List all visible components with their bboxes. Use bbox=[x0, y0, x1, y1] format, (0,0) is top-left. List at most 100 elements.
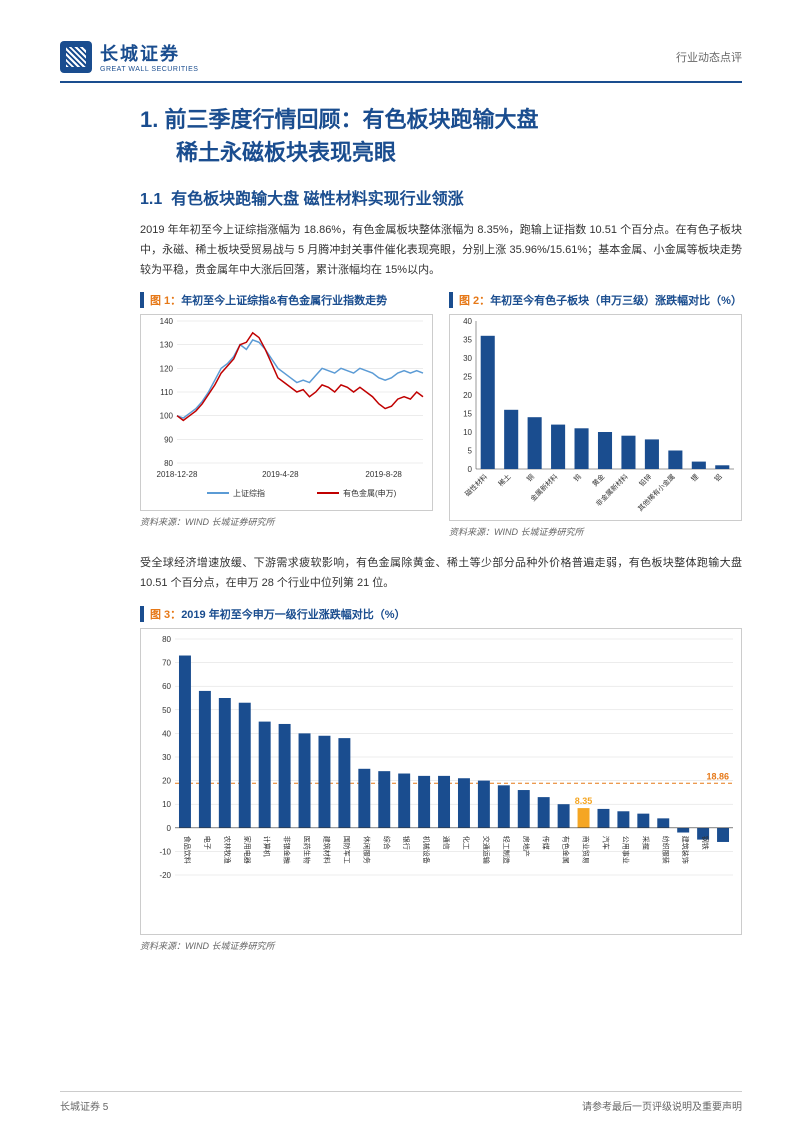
title-line-2: 稀土永磁板块表现亮眼 bbox=[176, 140, 396, 165]
svg-text:100: 100 bbox=[160, 412, 174, 421]
svg-text:20: 20 bbox=[162, 777, 171, 786]
svg-text:纺织服装: 纺织服装 bbox=[661, 836, 670, 864]
svg-text:建筑材料: 建筑材料 bbox=[322, 836, 331, 864]
svg-text:食品饮料: 食品饮料 bbox=[183, 836, 192, 864]
svg-text:综合: 综合 bbox=[382, 836, 391, 850]
svg-text:交通运输: 交通运输 bbox=[482, 836, 491, 864]
svg-text:5: 5 bbox=[468, 447, 473, 456]
svg-text:50: 50 bbox=[162, 706, 171, 715]
svg-text:房地产: 房地产 bbox=[522, 836, 531, 857]
svg-text:采掘: 采掘 bbox=[641, 836, 650, 850]
company-name-cn: 长城证券 bbox=[100, 40, 198, 66]
svg-text:非银金融: 非银金融 bbox=[283, 836, 292, 864]
chart-1-source: 资料来源：WIND 长城证券研究所 bbox=[140, 515, 433, 528]
svg-text:国防军工: 国防军工 bbox=[342, 836, 351, 864]
title-line-1: 前三季度行情回顾：有色板块跑输大盘 bbox=[164, 107, 538, 132]
svg-text:70: 70 bbox=[162, 659, 171, 668]
svg-text:2018-12-28: 2018-12-28 bbox=[157, 470, 198, 479]
chart-2-canvas: 0510152025303540磁性材料稀土铜金属新材料钨黄金非金属新材料铅锌其… bbox=[449, 314, 742, 521]
svg-text:0: 0 bbox=[167, 824, 172, 833]
svg-text:120: 120 bbox=[160, 365, 174, 374]
svg-text:公用事业: 公用事业 bbox=[621, 836, 630, 864]
svg-text:上证综指: 上证综指 bbox=[233, 488, 265, 498]
svg-text:有色金属(申万): 有色金属(申万) bbox=[343, 488, 397, 498]
svg-text:电子: 电子 bbox=[203, 836, 212, 850]
section-number: 1. bbox=[140, 107, 158, 132]
svg-text:化工: 化工 bbox=[462, 836, 471, 850]
company-name-en: GREAT WALL SECURITIES bbox=[100, 66, 198, 73]
paragraph-1: 2019 年年初至今上证综指涨幅为 18.86%，有色金属板块整体涨幅为 8.3… bbox=[140, 221, 742, 280]
svg-text:80: 80 bbox=[164, 459, 173, 468]
chart-3-container: 图 3：2019 年初至今申万一级行业涨跌幅对比（%） -20 -10 0 10 20 3… bbox=[140, 606, 742, 952]
chart-3-source: 资料来源：WIND 长城证券研究所 bbox=[140, 939, 742, 952]
svg-text:10: 10 bbox=[162, 800, 171, 809]
svg-text:8.35: 8.35 bbox=[575, 796, 593, 806]
svg-text:锂: 锂 bbox=[689, 472, 700, 483]
svg-text:30: 30 bbox=[463, 354, 472, 363]
svg-text:汽车: 汽车 bbox=[601, 836, 610, 850]
chart-3-canvas: -20 -10 0 10 20 30 40 50 60 70 80 18.86 食品饮料 电子 农林牧渔 家用… bbox=[140, 628, 742, 935]
svg-text:家用电器: 家用电器 bbox=[243, 836, 252, 864]
footer-left: 长城证券 5 bbox=[60, 1098, 108, 1113]
subsection-text: 有色板块跑输大盘 磁性材料实现行业领涨 bbox=[171, 191, 463, 208]
page-footer: 长城证券 5 请参考最后一页评级说明及重要声明 bbox=[60, 1091, 742, 1113]
svg-text:医药生物: 医药生物 bbox=[303, 836, 312, 864]
company-logo: 长城证券 GREAT WALL SECURITIES bbox=[60, 40, 198, 73]
footer-right: 请参考最后一页评级说明及重要声明 bbox=[582, 1098, 742, 1113]
chart-1-title: 图 1：年初至今上证综指&有色金属行业指数走势 bbox=[140, 292, 433, 308]
paragraph-2: 受全球经济增速放缓、下游需求疲软影响，有色金属除黄金、稀土等少部分品种外价格普遍… bbox=[140, 554, 742, 594]
svg-text:传媒: 传媒 bbox=[542, 836, 551, 850]
chart-3-title: 图 3：2019 年初至今申万一级行业涨跌幅对比（%） bbox=[140, 606, 742, 622]
svg-text:18.86: 18.86 bbox=[706, 771, 729, 781]
svg-text:黄金: 黄金 bbox=[590, 472, 606, 488]
svg-text:钨: 钨 bbox=[572, 472, 583, 483]
svg-text:90: 90 bbox=[164, 436, 173, 445]
svg-text:-10: -10 bbox=[159, 847, 171, 856]
chart-2-title: 图 2：年初至今有色子板块（申万三级）涨跌幅对比（%） bbox=[449, 292, 742, 308]
svg-text:有色金属: 有色金属 bbox=[562, 836, 571, 864]
svg-text:30: 30 bbox=[162, 753, 171, 762]
svg-text:15: 15 bbox=[463, 410, 472, 419]
svg-text:2019-4-28: 2019-4-28 bbox=[262, 470, 299, 479]
section-1-title: 1. 前三季度行情回顾：有色板块跑输大盘 稀土永磁板块表现亮眼 bbox=[140, 103, 742, 169]
svg-text:计算机: 计算机 bbox=[263, 836, 272, 857]
page-header: 长城证券 GREAT WALL SECURITIES 行业动态点评 bbox=[60, 40, 742, 83]
svg-text:铅锌: 铅锌 bbox=[637, 472, 653, 488]
svg-text:银行: 银行 bbox=[402, 836, 411, 850]
svg-text:2019-8-28: 2019-8-28 bbox=[365, 470, 402, 479]
svg-text:40: 40 bbox=[463, 317, 472, 326]
svg-text:60: 60 bbox=[162, 682, 171, 691]
svg-text:磁性材料: 磁性材料 bbox=[463, 472, 489, 498]
svg-text:铜: 铜 bbox=[525, 472, 536, 483]
chart-1-container: 图 1：年初至今上证综指&有色金属行业指数走势 80 90 100 110 120 130… bbox=[140, 292, 433, 548]
svg-text:140: 140 bbox=[160, 317, 174, 326]
svg-text:40: 40 bbox=[162, 729, 171, 738]
svg-text:130: 130 bbox=[160, 341, 174, 350]
svg-text:通信: 通信 bbox=[442, 836, 451, 850]
svg-text:休闲服务: 休闲服务 bbox=[362, 836, 371, 864]
svg-text:农林牧渔: 农林牧渔 bbox=[223, 836, 232, 864]
logo-icon bbox=[60, 41, 92, 73]
svg-text:0: 0 bbox=[468, 465, 473, 474]
svg-text:商业贸易: 商业贸易 bbox=[582, 836, 591, 864]
svg-text:20: 20 bbox=[463, 391, 472, 400]
svg-text:10: 10 bbox=[463, 428, 472, 437]
svg-text:80: 80 bbox=[162, 635, 171, 644]
svg-text:110: 110 bbox=[160, 388, 173, 397]
svg-text:其他稀有小金属: 其他稀有小金属 bbox=[636, 472, 677, 513]
svg-text:-20: -20 bbox=[159, 871, 171, 880]
subsection-1-1-title: 1.1 有色板块跑输大盘 磁性材料实现行业领涨 bbox=[140, 185, 742, 209]
svg-text:轻工制造: 轻工制造 bbox=[502, 836, 511, 864]
svg-text:建筑装饰: 建筑装饰 bbox=[681, 836, 690, 864]
subsection-number: 1.1 bbox=[140, 191, 162, 208]
svg-text:机械设备: 机械设备 bbox=[422, 836, 431, 864]
svg-text:铝: 铝 bbox=[712, 472, 723, 483]
chart-1-canvas: 80 90 100 110 120 130 140 2018-12-28 2019-4-28 20… bbox=[140, 314, 433, 511]
svg-text:钢铁: 钢铁 bbox=[701, 836, 710, 850]
svg-text:稀土: 稀土 bbox=[496, 472, 512, 488]
svg-text:35: 35 bbox=[463, 336, 472, 345]
chart-2-source: 资料来源：WIND 长城证券研究所 bbox=[449, 525, 742, 538]
document-type: 行业动态点评 bbox=[676, 49, 742, 65]
chart-2-container: 图 2：年初至今有色子板块（申万三级）涨跌幅对比（%） 0 5 10 15 20 25 30… bbox=[449, 292, 742, 548]
svg-text:25: 25 bbox=[463, 373, 472, 382]
